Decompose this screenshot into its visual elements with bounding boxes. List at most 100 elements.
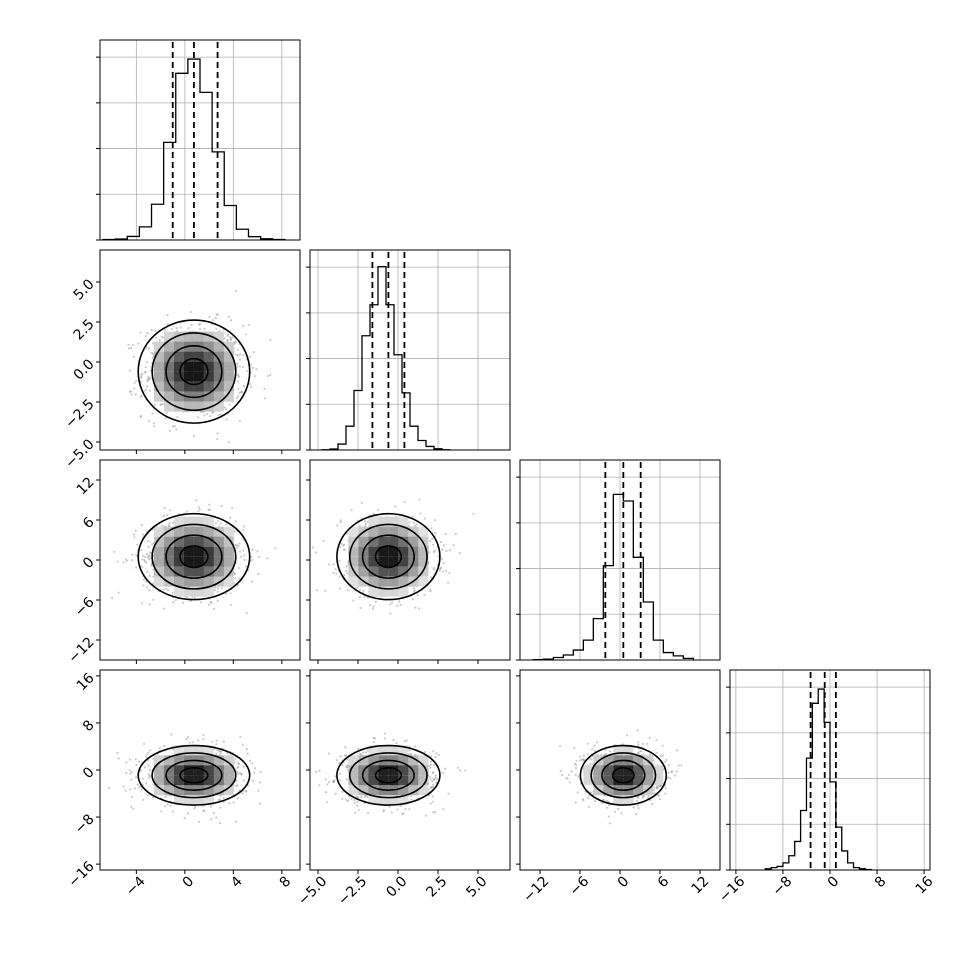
sample-point <box>129 370 131 372</box>
sample-point <box>129 391 131 393</box>
sample-point <box>154 404 156 406</box>
sample-point <box>186 510 188 512</box>
sample-point <box>238 542 240 544</box>
sample-point <box>111 597 113 599</box>
sample-point <box>216 749 218 751</box>
sample-point <box>221 587 223 589</box>
sample-point <box>404 740 406 742</box>
sample-point <box>404 808 406 810</box>
sample-point <box>122 561 124 563</box>
sample-point <box>443 544 445 546</box>
sample-point <box>208 604 210 606</box>
sample-point <box>339 773 341 775</box>
sample-point <box>185 738 187 740</box>
sample-point <box>141 558 143 560</box>
density-cell <box>214 567 224 577</box>
sample-point <box>169 430 171 432</box>
sample-point <box>234 758 236 760</box>
sample-point <box>234 577 236 579</box>
sample-point <box>117 757 119 759</box>
sample-point <box>132 344 134 346</box>
sample-point <box>143 743 145 745</box>
sample-point <box>175 428 177 430</box>
sample-point <box>145 335 147 337</box>
sample-point <box>180 461 182 463</box>
sample-point <box>394 505 396 507</box>
sample-point <box>266 557 268 559</box>
sample-point <box>152 599 154 601</box>
sample-point <box>424 518 426 520</box>
sample-point <box>211 741 213 743</box>
density-cell <box>348 785 358 795</box>
sample-point <box>434 532 436 534</box>
sample-point <box>235 785 237 787</box>
sample-point <box>171 328 173 330</box>
sample-point <box>202 738 204 740</box>
density-cell <box>194 362 204 372</box>
sample-point <box>447 582 449 584</box>
sample-point <box>128 347 130 349</box>
sample-point <box>335 568 337 570</box>
sample-point <box>169 804 171 806</box>
sample-point <box>398 601 400 603</box>
sample-point <box>318 784 320 786</box>
scatter-clip-group <box>302 733 466 817</box>
sample-point <box>215 816 217 818</box>
sample-point <box>213 608 215 610</box>
density-cell <box>224 372 234 382</box>
sample-point <box>218 414 220 416</box>
sample-point <box>197 739 199 741</box>
sample-point <box>408 808 410 810</box>
sample-point <box>400 805 402 807</box>
sample-point <box>234 531 236 533</box>
sample-point <box>374 737 376 739</box>
sample-point <box>125 790 127 792</box>
sample-point <box>340 543 342 545</box>
sample-point <box>373 741 375 743</box>
sample-point <box>222 797 224 799</box>
sample-point <box>347 800 349 802</box>
sample-point <box>131 796 133 798</box>
sample-point <box>208 316 210 318</box>
sample-point <box>239 365 241 367</box>
sample-point <box>434 811 436 813</box>
sample-point <box>665 759 667 761</box>
sample-point <box>215 522 217 524</box>
density-cell <box>398 775 408 785</box>
sample-point <box>359 607 361 609</box>
sample-point <box>229 404 231 406</box>
sample-point <box>135 566 137 568</box>
scatter-clip-group <box>312 498 475 614</box>
sample-point <box>444 768 446 770</box>
sample-point <box>264 397 266 399</box>
sample-point <box>153 422 155 424</box>
sample-point <box>241 773 243 775</box>
sample-point <box>326 801 328 803</box>
sample-point <box>131 559 133 561</box>
sample-point <box>429 778 431 780</box>
sample-point <box>242 325 244 327</box>
sample-point <box>214 589 216 591</box>
sample-point <box>237 797 239 799</box>
sample-point <box>142 555 144 557</box>
sample-point <box>253 772 255 774</box>
sample-point <box>148 589 150 591</box>
sample-point <box>445 570 447 572</box>
sample-point <box>384 737 386 739</box>
sample-point <box>212 319 214 321</box>
sample-point <box>137 784 139 786</box>
sample-point <box>246 612 248 614</box>
sample-point <box>430 576 432 578</box>
sample-point <box>383 809 385 811</box>
sample-point <box>188 327 190 329</box>
hist-panel-2 <box>516 460 720 660</box>
sample-point <box>190 311 192 313</box>
density-cell <box>224 362 234 372</box>
sample-point <box>254 375 256 377</box>
sample-point <box>225 593 227 595</box>
density-cell <box>214 537 224 547</box>
sample-point <box>430 764 432 766</box>
sample-point <box>154 330 156 332</box>
sample-point <box>391 602 393 604</box>
density-cell <box>348 755 358 765</box>
